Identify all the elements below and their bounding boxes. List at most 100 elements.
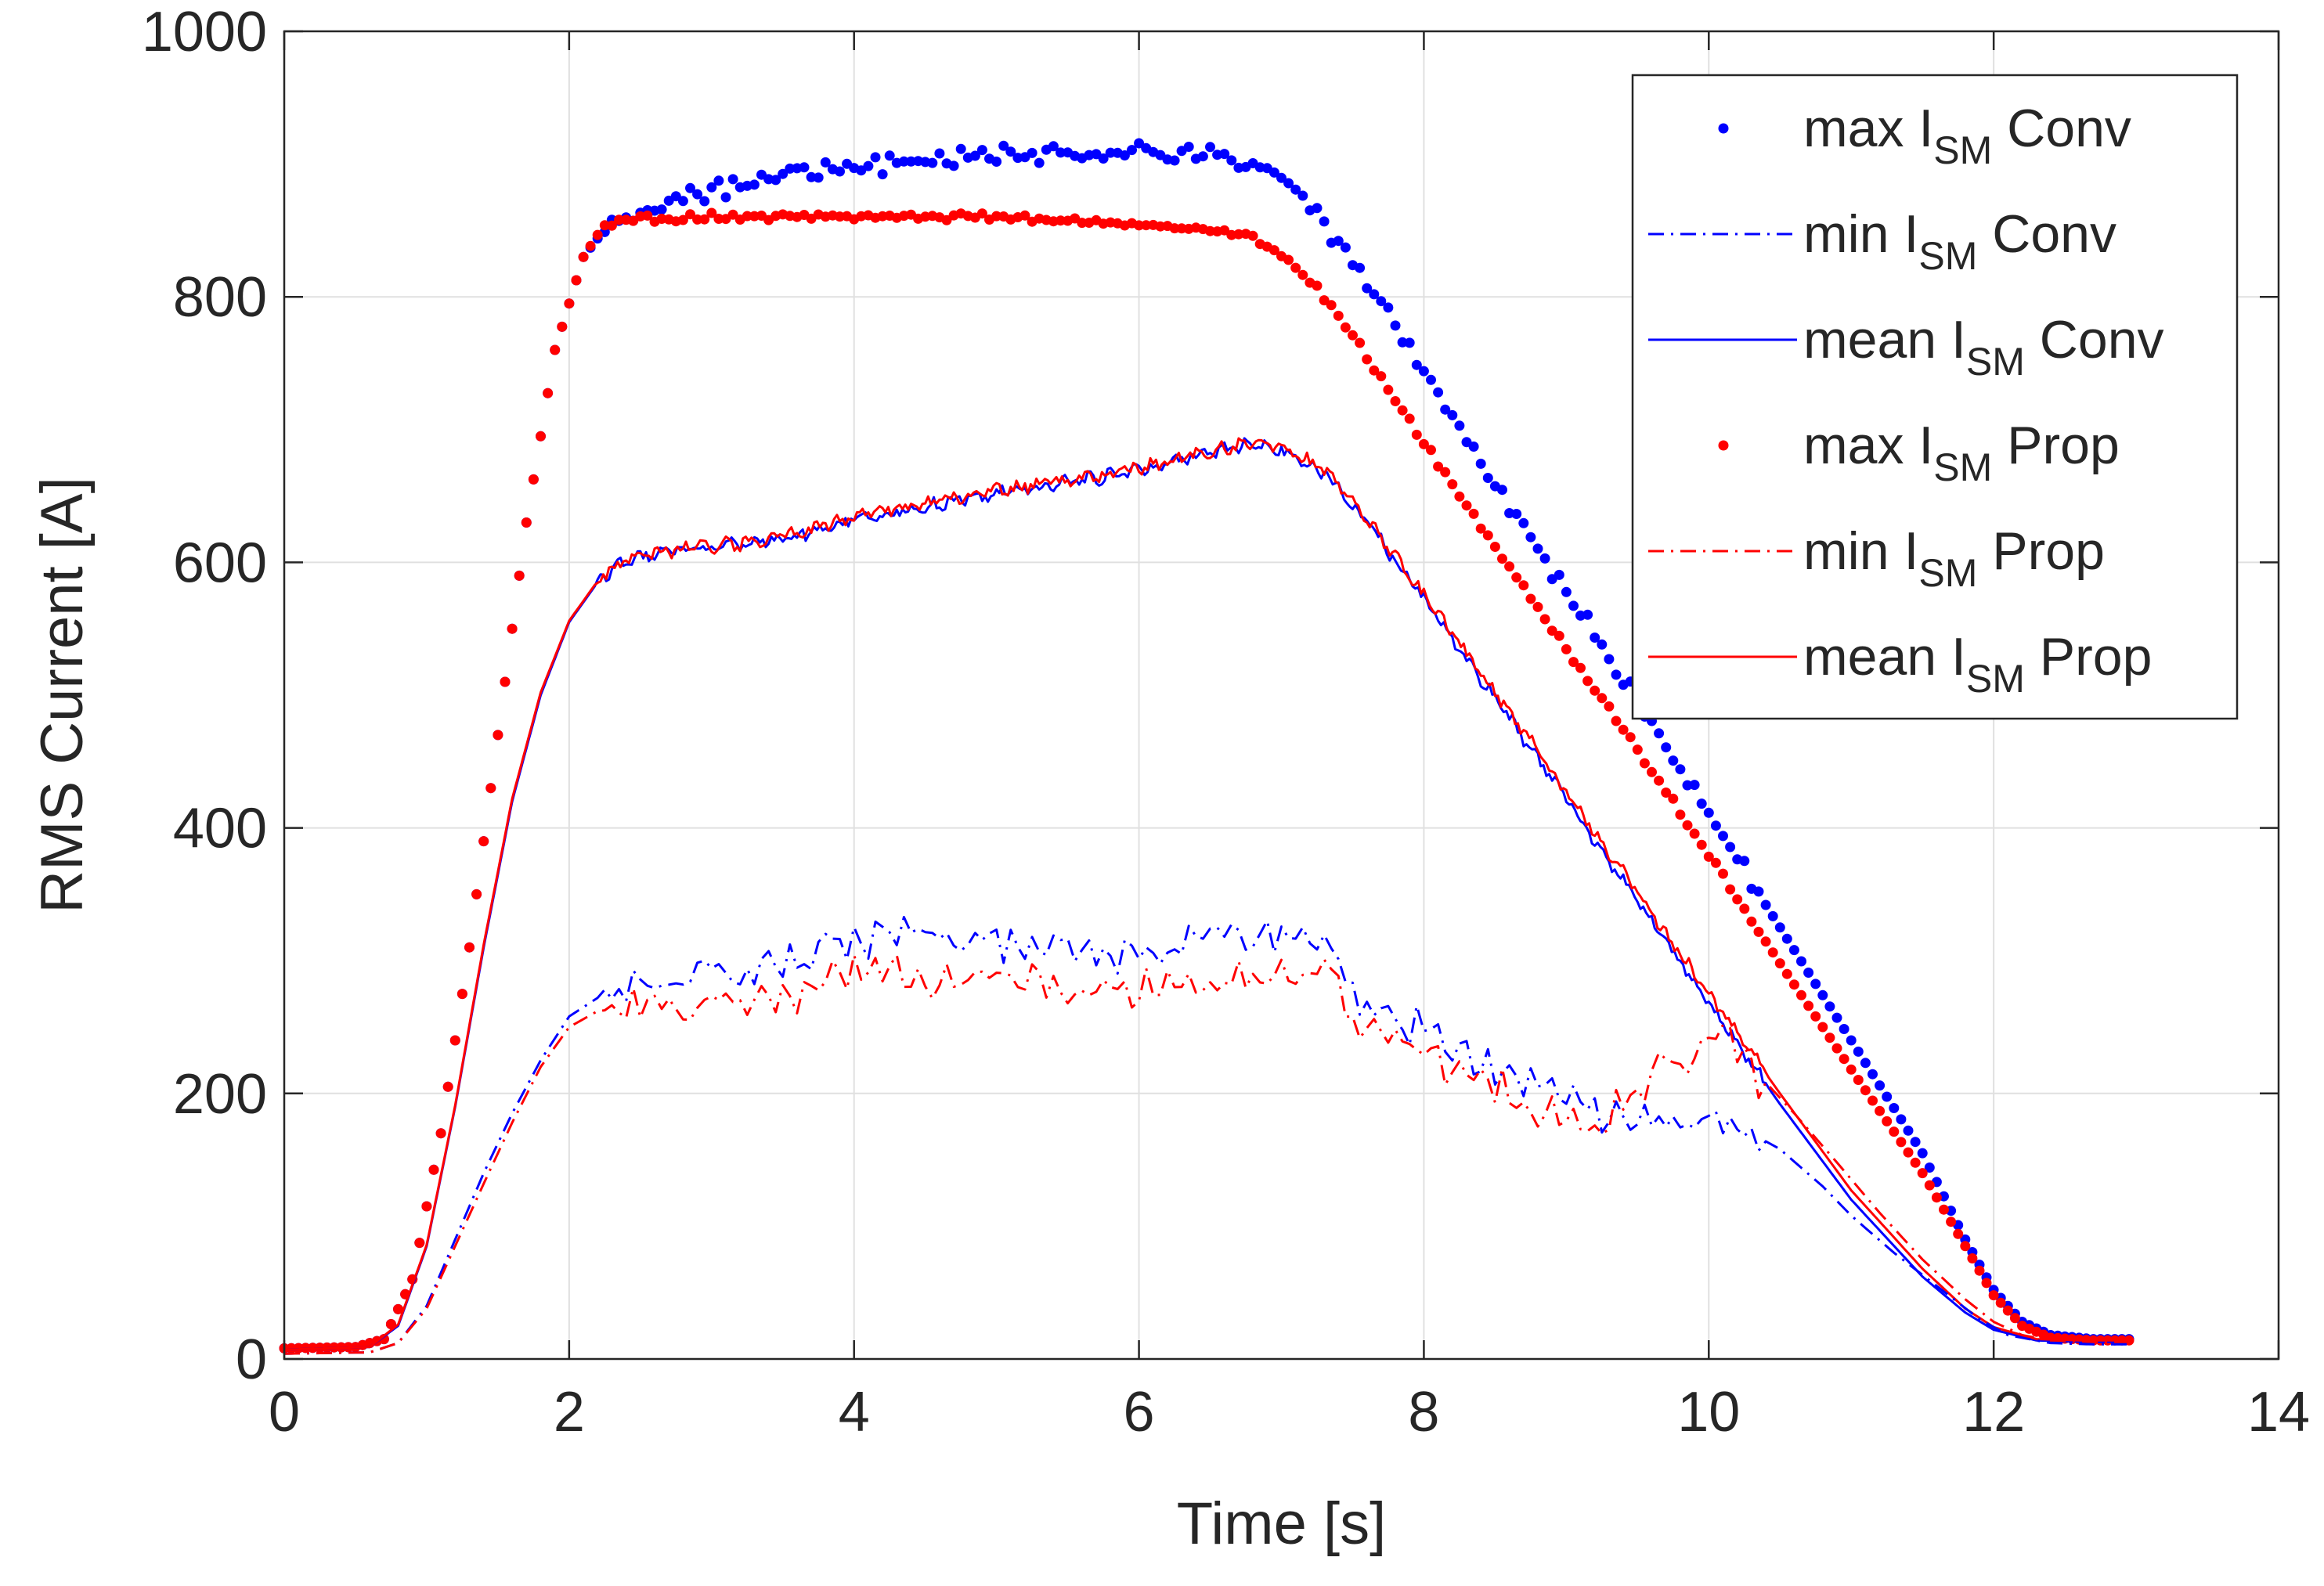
data-point-max-prop: [685, 209, 695, 220]
data-point-max-prop: [585, 240, 596, 251]
data-point-max-prop: [1454, 491, 1465, 502]
legend-label-subscript: SM: [1933, 128, 1992, 172]
data-point-max-prop: [578, 251, 589, 262]
data-point-max-conv: [1333, 236, 1344, 247]
data-point-max-prop: [941, 214, 952, 225]
data-point-max-prop: [1661, 788, 1672, 798]
data-point-max-prop: [1390, 396, 1401, 406]
data-point-max-conv: [1696, 798, 1707, 809]
data-point-max-conv: [1205, 142, 1215, 153]
data-point-max-conv: [1134, 138, 1145, 149]
x-axis-title: Time [s]: [1177, 1490, 1386, 1557]
data-point-max-prop: [464, 942, 475, 953]
data-point-max-prop: [1896, 1137, 1907, 1148]
data-point-max-prop: [1475, 523, 1486, 534]
data-point-max-prop: [1440, 467, 1451, 478]
data-point-max-prop: [1988, 1290, 1999, 1301]
data-point-max-conv: [1518, 517, 1529, 528]
legend-label-prefix: max I: [1803, 416, 1933, 475]
data-point-max-conv: [1611, 669, 1622, 680]
data-point-max-conv: [1868, 1069, 1878, 1080]
x-tick-label: 6: [1124, 1381, 1155, 1444]
data-point-max-prop: [1461, 500, 1472, 511]
data-point-max-prop: [1297, 269, 1308, 280]
data-point-max-conv: [1312, 203, 1323, 214]
data-point-max-prop: [1860, 1085, 1871, 1096]
data-point-max-prop: [1960, 1241, 1971, 1252]
data-point-max-conv: [770, 175, 781, 186]
data-point-max-prop: [1910, 1157, 1921, 1168]
data-point-max-prop: [1924, 1180, 1935, 1191]
data-point-max-prop: [456, 989, 467, 1000]
data-point-max-conv: [1219, 149, 1230, 160]
data-point-max-conv: [1860, 1058, 1871, 1069]
data-point-max-prop: [1362, 354, 1373, 365]
data-point-max-conv: [1119, 150, 1130, 160]
data-point-max-prop: [991, 211, 1002, 222]
data-point-max-conv: [991, 157, 1002, 167]
data-point-max-conv: [955, 143, 966, 154]
data-point-max-prop: [414, 1238, 425, 1249]
data-point-max-prop: [1889, 1126, 1900, 1137]
data-point-max-prop: [1205, 225, 1215, 236]
data-point-max-prop: [1746, 916, 1757, 927]
data-point-max-conv: [898, 156, 909, 167]
data-point-max-conv: [1910, 1137, 1921, 1148]
data-point-max-conv: [1817, 989, 1828, 1000]
data-point-max-prop: [1647, 766, 1657, 777]
legend-label-min-prop: min ISM Prop: [1803, 521, 2105, 595]
legend-label-suffix: Conv: [2025, 310, 2164, 369]
data-point-max-prop: [1703, 851, 1714, 862]
data-point-max-prop: [1696, 839, 1707, 850]
y-tick-label: 400: [173, 798, 267, 860]
data-point-max-prop: [1718, 868, 1728, 879]
data-point-max-conv: [1497, 485, 1507, 496]
data-point-max-prop: [1511, 572, 1522, 583]
data-point-max-conv: [1889, 1103, 1900, 1113]
data-point-max-conv: [1903, 1125, 1914, 1136]
data-point-max-prop: [1839, 1054, 1849, 1065]
legend-label-min-conv: min ISM Conv: [1803, 204, 2116, 278]
data-point-max-prop: [478, 836, 489, 847]
data-point-max-prop: [1582, 676, 1593, 687]
data-point-max-prop: [1796, 989, 1806, 1000]
data-point-max-prop: [1597, 693, 1608, 704]
legend-label-subscript: SM: [1933, 445, 1992, 489]
data-point-max-prop: [1504, 561, 1515, 572]
data-point-max-prop: [1525, 593, 1536, 604]
data-point-max-conv: [1183, 142, 1194, 152]
data-point-max-conv: [1268, 167, 1279, 178]
data-point-max-conv: [1917, 1148, 1928, 1159]
data-point-max-prop: [1077, 218, 1088, 229]
data-point-max-prop: [699, 214, 710, 225]
data-point-max-conv: [1297, 190, 1308, 201]
data-point-max-conv: [1390, 320, 1401, 331]
data-point-max-prop: [2009, 1313, 2020, 1324]
data-point-max-prop: [1418, 438, 1429, 449]
legend-item-max-prop: max ISM Prop: [1718, 416, 2120, 489]
data-point-max-conv: [1418, 366, 1429, 377]
data-point-max-prop: [1853, 1075, 1864, 1085]
data-point-max-conv: [727, 174, 738, 185]
series-max-prop: [279, 207, 2135, 1354]
data-point-max-conv: [1355, 262, 1366, 273]
data-point-max-prop: [1781, 968, 1792, 979]
series-line-min-prop: [283, 953, 2129, 1355]
data-point-max-prop: [1846, 1064, 1857, 1075]
legend-label-suffix: Prop: [1977, 521, 2105, 581]
y-tick-label: 1000: [142, 1, 267, 63]
data-point-max-conv: [1226, 155, 1237, 166]
data-point-max-conv: [713, 175, 724, 186]
data-point-max-conv: [1447, 409, 1458, 420]
data-point-max-prop: [1489, 542, 1500, 552]
data-point-max-conv: [1725, 842, 1736, 852]
data-point-max-prop: [1312, 280, 1323, 291]
data-point-max-conv: [1661, 742, 1672, 753]
data-point-max-prop: [564, 298, 575, 309]
data-point-max-prop: [1518, 580, 1529, 591]
legend-label-prefix: mean I: [1803, 627, 1966, 687]
data-point-max-prop: [1468, 508, 1479, 519]
legend-item-mean-conv: mean ISM Conv: [1648, 310, 2164, 384]
